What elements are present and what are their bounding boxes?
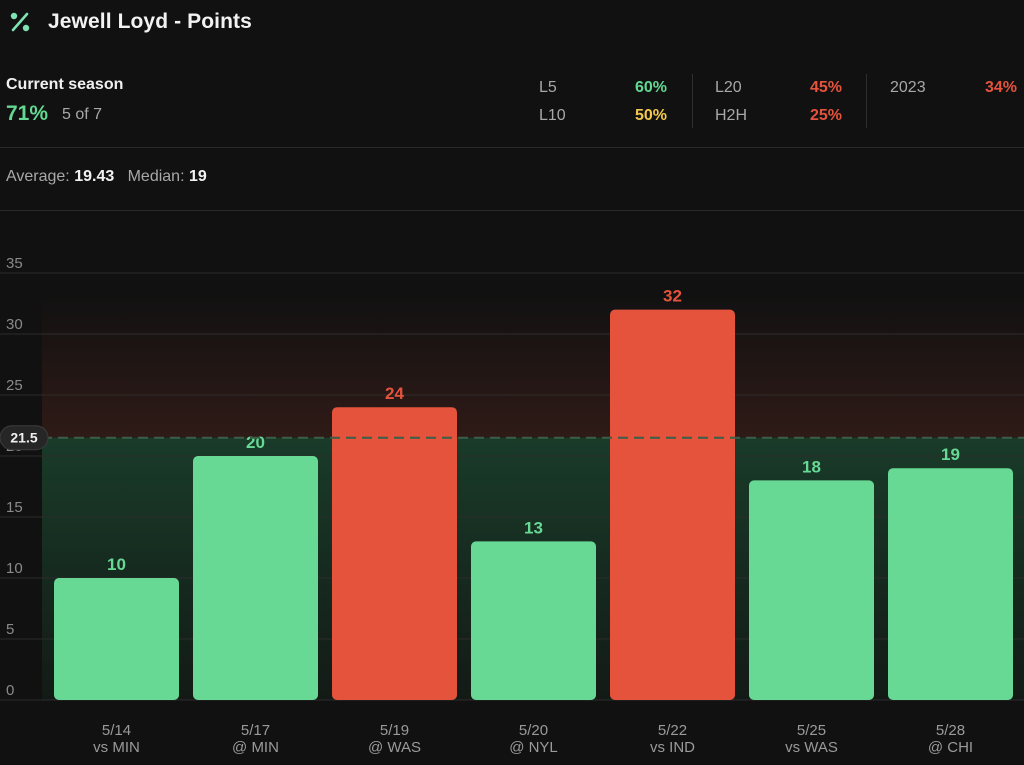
divider [0, 210, 1024, 211]
x-tick-date: 5/19 [380, 722, 409, 739]
x-tick-date: 5/20 [519, 722, 548, 739]
bar-value-label: 32 [663, 287, 682, 306]
stat-value-l5: 60% [634, 79, 667, 96]
x-tick-date: 5/17 [241, 722, 270, 739]
bar-value-label: 24 [385, 384, 404, 403]
average-value: 19.43 [74, 168, 115, 185]
bar [888, 468, 1013, 700]
x-tick-date: 5/22 [658, 722, 687, 739]
stat-label-l10: L10 [539, 107, 566, 124]
stat-label-l20: L20 [715, 79, 742, 96]
x-tick-date: 5/28 [936, 722, 965, 739]
y-tick-label: 10 [6, 560, 23, 577]
percent-icon [10, 12, 30, 32]
bar-value-label: 13 [524, 518, 543, 537]
divider [0, 147, 1024, 148]
current-season-percentage: 71% [6, 102, 49, 125]
bar [471, 541, 596, 700]
page-title: Jewell Loyd - Points [48, 10, 252, 33]
x-tick-opponent: @ CHI [928, 739, 973, 756]
stat-value-h2h: 25% [809, 107, 842, 124]
y-tick-label: 15 [6, 499, 23, 516]
median-label: Median: [127, 168, 185, 185]
x-tick-opponent: @ MIN [232, 739, 279, 756]
x-tick-opponent: @ NYL [509, 739, 558, 756]
x-tick-opponent: vs WAS [785, 739, 838, 756]
stat-label-2023: 2023 [890, 79, 926, 96]
bar [54, 578, 179, 700]
stats-divider [692, 74, 693, 128]
bar-value-label: 10 [107, 555, 126, 574]
bar [332, 407, 457, 700]
y-tick-label: 30 [6, 316, 23, 333]
threshold-badge [0, 425, 49, 451]
x-tick-date: 5/25 [797, 722, 826, 739]
x-tick-date: 5/14 [102, 722, 131, 739]
threshold-label: 21.5 [10, 430, 37, 446]
stats-divider [866, 74, 867, 128]
current-season-label: Current season [6, 76, 124, 93]
stat-label-l5: L5 [539, 79, 557, 96]
x-tick-opponent: vs MIN [93, 739, 140, 756]
bar [193, 456, 318, 700]
x-tick-opponent: vs IND [650, 739, 695, 756]
bar-value-label: 19 [941, 445, 960, 464]
x-tick-opponent: @ WAS [368, 739, 421, 756]
header: Jewell Loyd - Points [0, 0, 1024, 48]
bar-value-label: 20 [246, 433, 265, 452]
bar [749, 480, 874, 700]
stat-label-h2h: H2H [715, 107, 748, 124]
stat-value-l10: 50% [634, 107, 667, 124]
average-label: Average: [6, 168, 70, 185]
y-tick-label: 25 [6, 377, 23, 394]
bar-value-label: 18 [802, 457, 821, 476]
y-tick-label: 35 [6, 255, 23, 272]
y-tick-label: 0 [6, 682, 14, 699]
over-zone [42, 293, 1024, 438]
stat-value-l20: 45% [809, 79, 842, 96]
y-tick-label: 5 [6, 621, 14, 638]
current-season-count: 5 of 7 [62, 106, 103, 123]
median-value: 19 [188, 168, 207, 185]
stat-value-2023: 34% [984, 79, 1017, 96]
averages-row: Average: 19.43 Median: 19 [6, 168, 207, 186]
bar [610, 309, 735, 700]
